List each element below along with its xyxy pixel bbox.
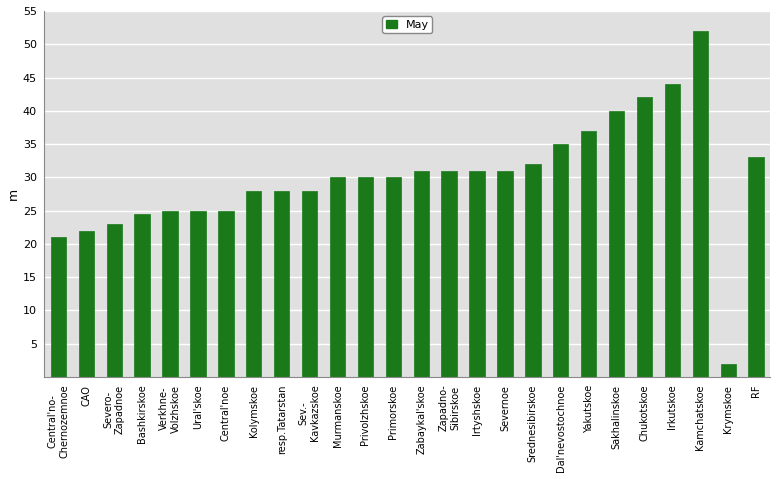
- Bar: [720, 364, 736, 377]
- Legend: May: May: [382, 16, 432, 33]
- Bar: [106, 224, 122, 377]
- Bar: [553, 144, 569, 377]
- Bar: [637, 98, 652, 377]
- Bar: [302, 191, 317, 377]
- Bar: [609, 111, 624, 377]
- Bar: [525, 164, 541, 377]
- Bar: [218, 211, 234, 377]
- Bar: [385, 177, 401, 377]
- Bar: [78, 230, 94, 377]
- Bar: [51, 237, 66, 377]
- Bar: [357, 177, 373, 377]
- Bar: [134, 214, 150, 377]
- Bar: [441, 171, 457, 377]
- Bar: [748, 158, 764, 377]
- Bar: [413, 171, 429, 377]
- Bar: [497, 171, 513, 377]
- Bar: [692, 31, 708, 377]
- Bar: [329, 177, 345, 377]
- Y-axis label: m: m: [7, 188, 20, 200]
- Bar: [581, 131, 596, 377]
- Bar: [162, 211, 178, 377]
- Bar: [469, 171, 485, 377]
- Bar: [274, 191, 289, 377]
- Bar: [664, 84, 680, 377]
- Bar: [246, 191, 261, 377]
- Bar: [190, 211, 206, 377]
